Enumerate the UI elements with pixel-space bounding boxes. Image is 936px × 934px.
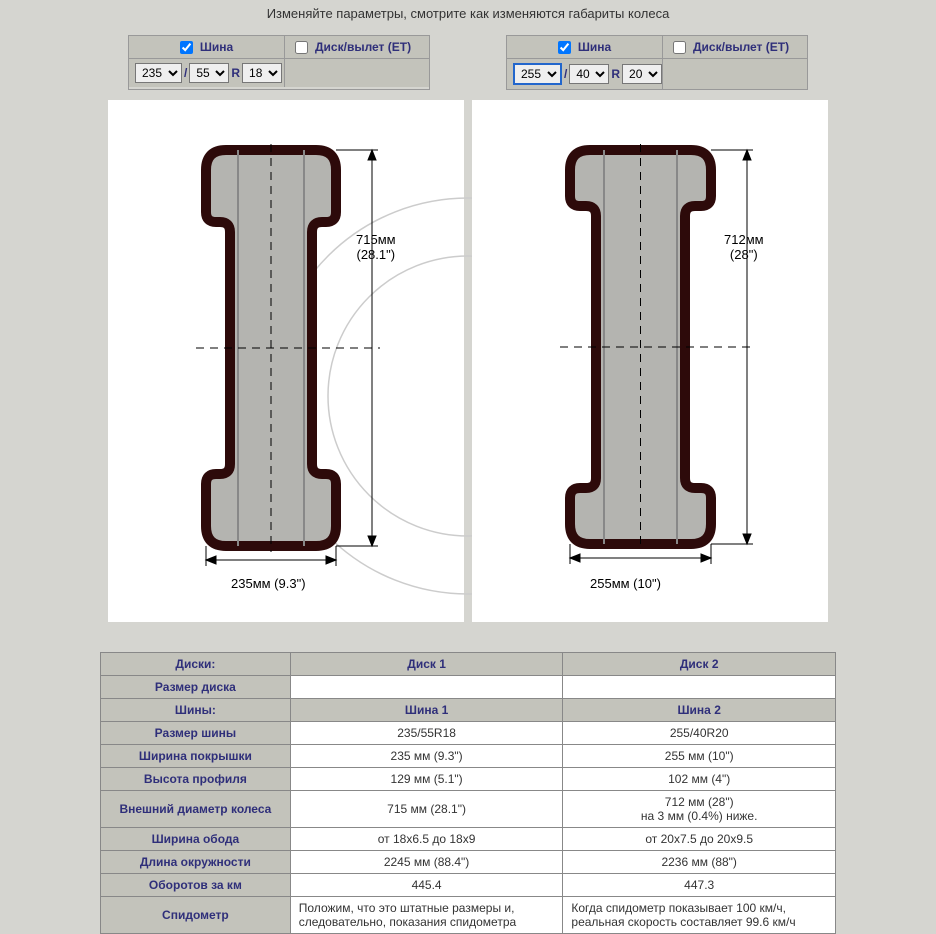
offset-label: Диск/вылет (ET) — [315, 40, 411, 54]
disk-size-2 — [563, 676, 836, 699]
width-label: Ширина покрышки — [101, 745, 291, 768]
circ-label: Длина окружности — [101, 851, 291, 874]
width-2: 255 мм (10") — [563, 745, 836, 768]
rpk-2: 447.3 — [563, 874, 836, 897]
profile-2: 102 мм (4") — [563, 768, 836, 791]
speed-2: Когда спидометр показывает 100 км/ч, реа… — [563, 897, 836, 934]
od-1: 715 мм (28.1") — [290, 791, 563, 828]
results-table: Диски: Диск 1 Диск 2 Размер диска Шины: … — [100, 652, 836, 934]
rim-w-label: Ширина обода — [101, 828, 291, 851]
profile-1: 129 мм (5.1") — [290, 768, 563, 791]
circ-1: 2245 мм (88.4") — [290, 851, 563, 874]
size-label: Размер шины — [101, 722, 291, 745]
sep: / — [564, 67, 567, 81]
control-box-right: Шина Диск/вылет (ET) 255 / 40 R 20 — [506, 35, 808, 90]
controls-row: Шина Диск/вылет (ET) 235 / 55 R 18 Шина — [0, 35, 936, 90]
width-1: 235 мм (9.3") — [290, 745, 563, 768]
tire-label: Шина — [578, 40, 611, 54]
tire2-header: Шина 2 — [563, 699, 836, 722]
rim-select-right[interactable]: 20 — [622, 64, 662, 84]
width-label-right: 255мм (10") — [590, 576, 661, 591]
profile-select-right[interactable]: 40 — [569, 64, 609, 84]
height-label-left: 715мм (28.1") — [356, 232, 396, 262]
page-subtitle: Изменяйте параметры, смотрите как изменя… — [0, 0, 936, 35]
offset-checkbox-right[interactable] — [673, 41, 686, 54]
size-2: 255/40R20 — [563, 722, 836, 745]
height-label-right: 712мм (28") — [724, 232, 764, 262]
diagram-right: 712мм (28") 255мм (10") — [472, 100, 828, 622]
disk1-header: Диск 1 — [290, 653, 563, 676]
disk2-header: Диск 2 — [563, 653, 836, 676]
width-select-left[interactable]: 235 — [135, 63, 182, 83]
diagrams-row: 715мм (28.1") 235мм (9.3") 712мм — [0, 100, 936, 622]
rpk-label: Оборотов за км — [101, 874, 291, 897]
profile-select-left[interactable]: 55 — [189, 63, 229, 83]
disk-size-label: Размер диска — [101, 676, 291, 699]
disks-header: Диски: — [101, 653, 291, 676]
r-label: R — [611, 67, 620, 81]
speed-label: Спидометр — [101, 897, 291, 934]
tires-header: Шины: — [101, 699, 291, 722]
size-1: 235/55R18 — [290, 722, 563, 745]
rim-select-left[interactable]: 18 — [242, 63, 282, 83]
sep: / — [184, 66, 187, 80]
od-label: Внешний диаметр колеса — [101, 791, 291, 828]
tire1-header: Шина 1 — [290, 699, 563, 722]
control-box-left: Шина Диск/вылет (ET) 235 / 55 R 18 — [128, 35, 430, 90]
rpk-1: 445.4 — [290, 874, 563, 897]
profile-label: Высота профиля — [101, 768, 291, 791]
circ-2: 2236 мм (88") — [563, 851, 836, 874]
offset-checkbox-left[interactable] — [295, 41, 308, 54]
width-select-right[interactable]: 255 — [513, 63, 562, 85]
disk-size-1 — [290, 676, 563, 699]
rim-w-1: от 18x6.5 до 18x9 — [290, 828, 563, 851]
tire-checkbox-left[interactable] — [180, 41, 193, 54]
r-label: R — [231, 66, 240, 80]
rim-w-2: от 20x7.5 до 20x9.5 — [563, 828, 836, 851]
tire-checkbox-right[interactable] — [558, 41, 571, 54]
width-label-left: 235мм (9.3") — [231, 576, 306, 591]
od-2: 712 мм (28") на 3 мм (0.4%) ниже. — [563, 791, 836, 828]
speed-1: Положим, что это штатные размеры и, след… — [290, 897, 563, 934]
tire-label: Шина — [200, 40, 233, 54]
offset-label: Диск/вылет (ET) — [693, 40, 789, 54]
diagram-left: 715мм (28.1") 235мм (9.3") — [108, 100, 464, 622]
